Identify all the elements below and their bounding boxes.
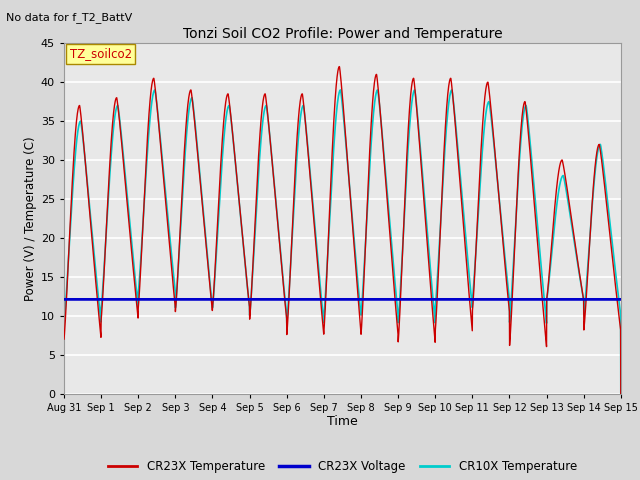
X-axis label: Time: Time <box>327 415 358 429</box>
Title: Tonzi Soil CO2 Profile: Power and Temperature: Tonzi Soil CO2 Profile: Power and Temper… <box>182 27 502 41</box>
Text: TZ_soilco2: TZ_soilco2 <box>70 47 132 60</box>
Y-axis label: Power (V) / Temperature (C): Power (V) / Temperature (C) <box>24 136 36 300</box>
Legend: CR23X Temperature, CR23X Voltage, CR10X Temperature: CR23X Temperature, CR23X Voltage, CR10X … <box>103 456 582 478</box>
Text: No data for f_T2_BattV: No data for f_T2_BattV <box>6 12 132 23</box>
